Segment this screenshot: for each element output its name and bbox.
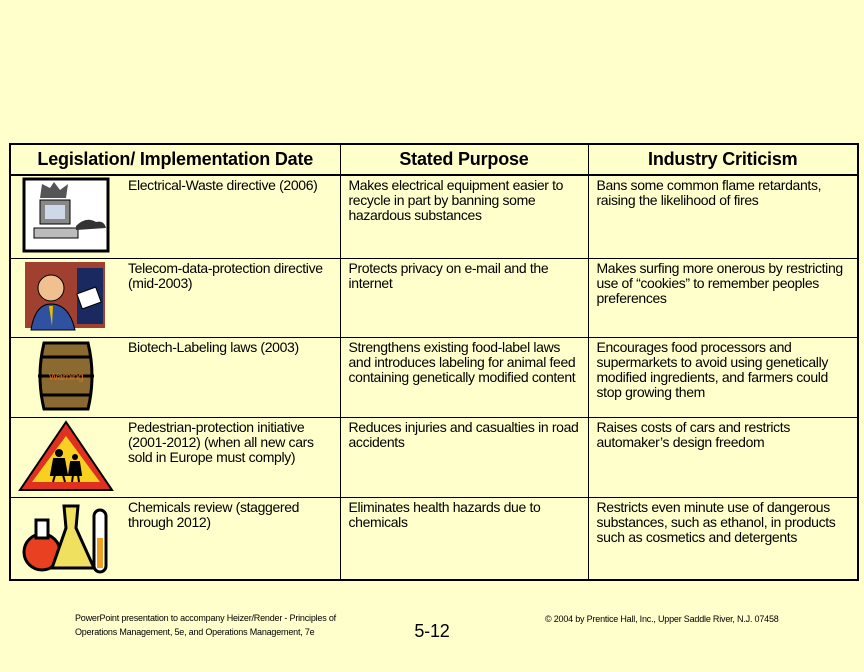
- cell: Electrical-Waste directive (2006): [120, 174, 341, 259]
- cell: Bans some common flame retardants, raisi…: [587, 174, 859, 259]
- cell: Strengthens existing food-label laws and…: [339, 336, 589, 418]
- cell: Pedestrian-protection initiative (2001-2…: [120, 416, 341, 498]
- cell: Restricts even minute use of dangerous s…: [587, 496, 859, 581]
- page-number: 5-12: [414, 621, 450, 641]
- pedestrian-sign-icon: [17, 419, 114, 491]
- footer-right: © 2004 by Prentice Hall, Inc., Upper Sad…: [545, 614, 779, 624]
- header-row: Legislation/ Implementation Date Stated …: [9, 143, 859, 176]
- barrel-icon: Warning: [37, 341, 94, 410]
- header-cell: Stated Purpose: [339, 143, 589, 176]
- cell: Reduces injuries and casualties in road …: [339, 416, 589, 498]
- row: Electrical-Waste directive (2006) Makes …: [9, 174, 859, 259]
- header-cell: Industry Criticism: [587, 143, 859, 176]
- row: Telecom-data-protection directive (mid-2…: [9, 257, 859, 338]
- cell: Raises costs of cars and restricts autom…: [587, 416, 859, 498]
- person-icon: [24, 262, 105, 331]
- chemistry-icon: [22, 504, 107, 574]
- cell: Makes electrical equipment easier to rec…: [339, 174, 589, 259]
- icon-cell: Warning: [9, 336, 120, 418]
- row: Pedestrian-protection initiative (2001-2…: [9, 416, 859, 498]
- legislation-table: Legislation/ Implementation Date Stated …: [9, 143, 859, 581]
- header-cell: Legislation/ Implementation Date: [9, 143, 341, 176]
- computer-icon: [22, 177, 109, 253]
- row: Chemicals review (staggered through 2012…: [9, 496, 859, 581]
- icon-cell: [9, 174, 120, 259]
- cell: Chemicals review (staggered through 2012…: [120, 496, 341, 581]
- icon-cell: [9, 496, 120, 581]
- cell: Makes surfing more onerous by restrictin…: [587, 257, 859, 338]
- row: Warning Biotech-Labeling laws (2003) Str…: [9, 336, 859, 418]
- barrel-label: Warning: [48, 372, 82, 383]
- cell: Biotech-Labeling laws (2003): [120, 336, 341, 418]
- cell: Protects privacy on e-mail and the inter…: [339, 257, 589, 338]
- footer-left: PowerPoint presentation to accompany Hei…: [75, 613, 336, 637]
- icon-cell: [9, 257, 120, 338]
- cell: Encourages food processors and supermark…: [587, 336, 859, 418]
- cell: Telecom-data-protection directive (mid-2…: [120, 257, 341, 338]
- icon-cell: [9, 416, 120, 498]
- cell: Eliminates health hazards due to chemica…: [339, 496, 589, 581]
